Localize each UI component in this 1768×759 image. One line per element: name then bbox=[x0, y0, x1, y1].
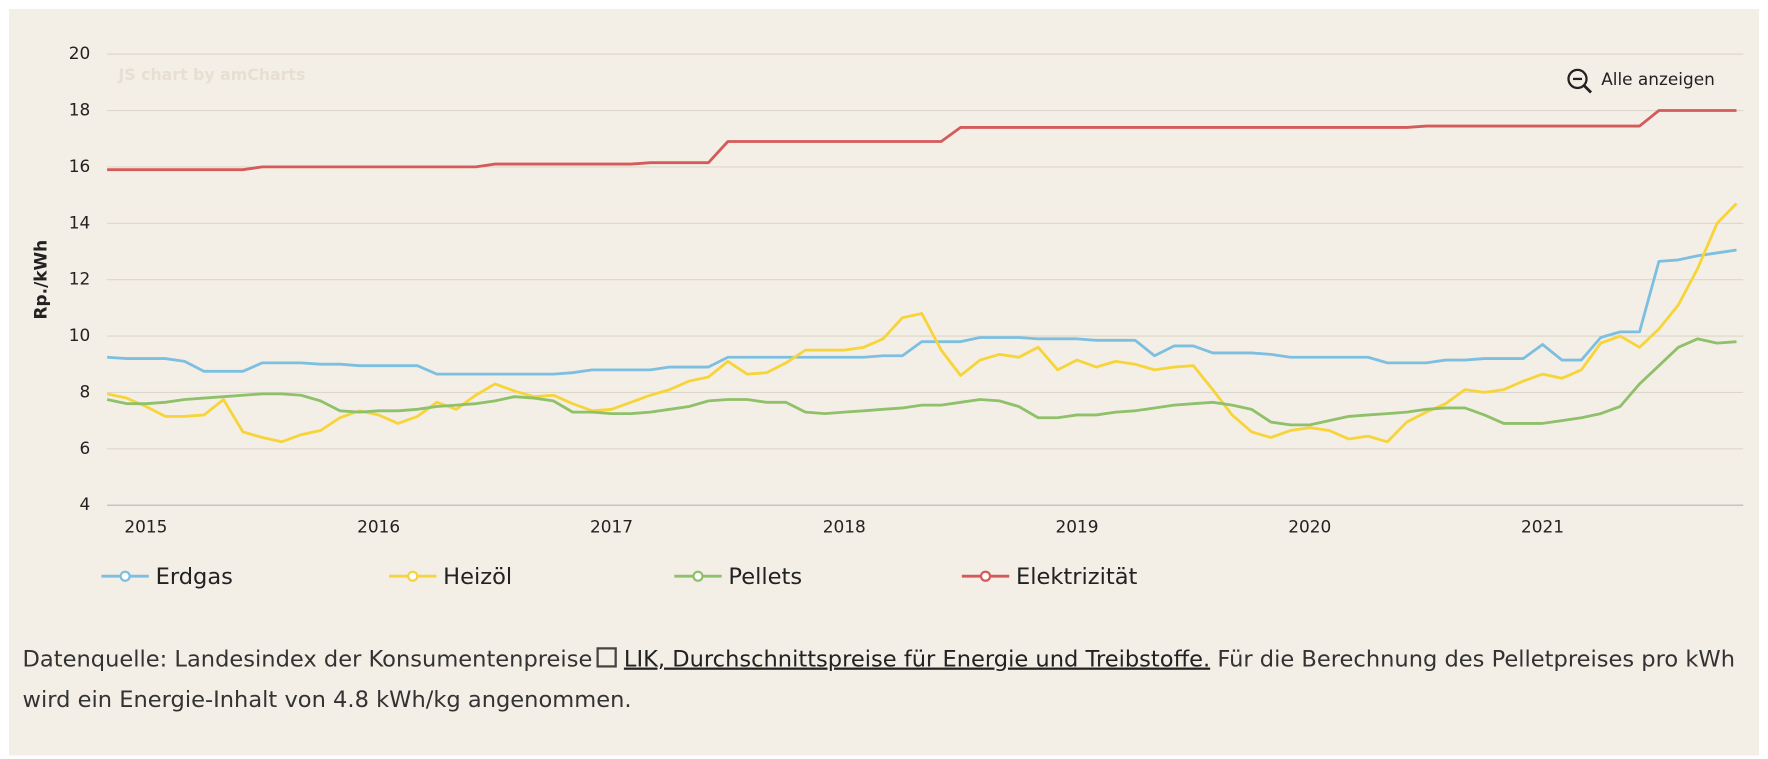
footer: Datenquelle: Landesindex der Konsumenten… bbox=[23, 638, 1754, 719]
x-tick-label: 2017 bbox=[590, 517, 633, 537]
legend-marker bbox=[119, 570, 131, 582]
legend-label: Elektrizität bbox=[1016, 564, 1138, 590]
y-tick-label: 8 bbox=[79, 381, 90, 401]
button-label[interactable]: Alle anzeigen bbox=[1601, 69, 1715, 89]
y-tick-label: 4 bbox=[79, 494, 90, 514]
legend-label: Erdgas bbox=[156, 564, 233, 590]
y-tick-label: 18 bbox=[69, 100, 91, 120]
panel bbox=[9, 9, 1760, 756]
x-tick-label: 2020 bbox=[1288, 517, 1331, 537]
series-line bbox=[107, 109, 1737, 172]
chart: JS chart by amCharts Rp./kWh Alle anzeig… bbox=[31, 43, 1744, 590]
y-tick-label: 6 bbox=[79, 438, 90, 458]
legend-item: Erdgas bbox=[101, 564, 233, 590]
watermark: JS chart by amCharts bbox=[117, 65, 305, 84]
x-tick-label: 2016 bbox=[357, 517, 400, 537]
source-link[interactable]: LIK, Durchschnittspreise für Energie und… bbox=[623, 644, 1211, 673]
zoom-icon bbox=[1567, 68, 1588, 90]
reset-zoom-button[interactable]: Alle anzeigen bbox=[1567, 68, 1715, 94]
series-line bbox=[107, 248, 1737, 376]
zoom-icon-handle bbox=[1583, 84, 1593, 94]
external-link-icon bbox=[596, 647, 618, 668]
x-tick-label: 2019 bbox=[1055, 517, 1098, 537]
footer-prefix: Datenquelle: Landesindex der Konsumenten… bbox=[22, 644, 593, 673]
legend-label: Heizöl bbox=[443, 564, 512, 590]
legend-item: Pellets bbox=[674, 564, 802, 590]
x-tick-label: 2015 bbox=[124, 517, 167, 537]
y-tick-label: 20 bbox=[69, 43, 91, 63]
legend-label: Pellets bbox=[728, 564, 802, 590]
y-tick-label: 14 bbox=[69, 212, 91, 232]
legend-item: Elektrizität bbox=[961, 564, 1138, 590]
legend-marker bbox=[692, 570, 704, 582]
x-tick-label: 2018 bbox=[823, 517, 866, 537]
x-tick-label: 2021 bbox=[1521, 517, 1564, 537]
y-axis-label: Rp./kWh bbox=[31, 240, 51, 320]
legend-item: Heizöl bbox=[389, 564, 512, 590]
y-tick-label: 10 bbox=[69, 325, 91, 345]
series-line bbox=[106, 337, 1737, 427]
y-tick-label: 12 bbox=[69, 269, 91, 289]
footer-suffix: Für die Berechnung des Pelletpreises pro… bbox=[22, 644, 1736, 713]
legend-marker bbox=[407, 570, 419, 582]
series-line bbox=[106, 202, 1738, 444]
legend-marker bbox=[979, 570, 992, 582]
y-tick-label: 16 bbox=[69, 156, 91, 176]
